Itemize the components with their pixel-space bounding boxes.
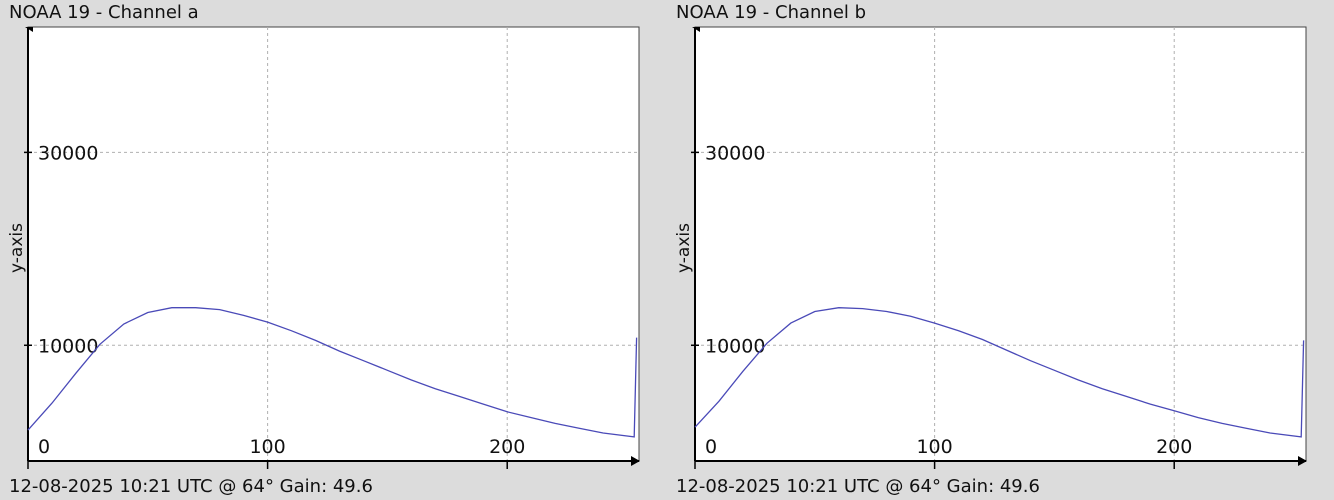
chart-panel-a: NOAA 19 - Channel a y-axis 0 100 200 10000 3… xyxy=(7,2,640,497)
y-axis-arrow xyxy=(692,27,700,32)
y-axis-arrow xyxy=(25,27,33,32)
x-axis-arrow xyxy=(631,456,640,466)
chart-footer: 12-08-2025 10:21 UTC @ 64° Gain: 49.6 xyxy=(676,476,1040,497)
y-tick-label: 30000 xyxy=(38,142,98,164)
x-tick-label: 0 xyxy=(705,436,717,458)
chart-panel-b: NOAA 19 - Channel b y-axis 0 100 200 10000 3… xyxy=(667,0,1334,500)
plot-area xyxy=(27,26,640,462)
x-axis-arrow xyxy=(1298,456,1307,466)
y-tick-label: 30000 xyxy=(705,142,765,164)
x-tick-label: 100 xyxy=(249,436,285,458)
chart-footer: 12-08-2025 10:21 UTC @ 64° Gain: 49.6 xyxy=(9,476,373,497)
x-tick-label: 0 xyxy=(38,436,50,458)
y-tick-label: 10000 xyxy=(38,335,98,357)
series-line xyxy=(694,307,1305,438)
chart-title: NOAA 19 - Channel a xyxy=(9,2,199,23)
chart-title: NOAA 19 - Channel b xyxy=(676,2,867,23)
series-line xyxy=(27,307,638,438)
plot-area xyxy=(694,26,1307,462)
x-tick-label: 200 xyxy=(489,436,525,458)
y-tick-label: 10000 xyxy=(705,335,765,357)
x-tick-label: 100 xyxy=(916,436,952,458)
chart-plot: 0 100 200 10000 30000 xyxy=(24,26,640,469)
chart-plot: 0 100 200 10000 30000 xyxy=(691,26,1307,469)
x-tick-label: 200 xyxy=(1156,436,1192,458)
